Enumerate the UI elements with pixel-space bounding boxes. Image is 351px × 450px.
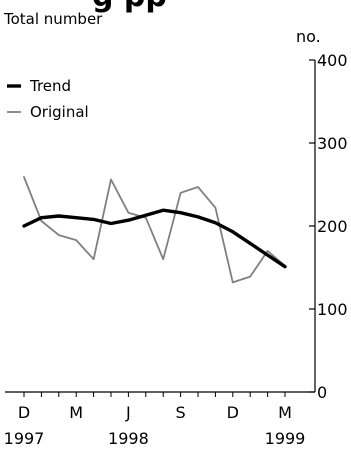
x-tick-label-year: 1998	[108, 429, 149, 448]
x-tick-label-month: J	[125, 403, 131, 422]
x-tick-label-month: D	[18, 403, 30, 422]
x-tick-label-month: M	[278, 403, 292, 422]
series-line-original	[23, 176, 286, 284]
legend-label-original: Original	[30, 103, 89, 121]
chart-title-clipped: g pp	[92, 0, 167, 14]
y-axis-unit: no.	[296, 27, 321, 46]
series-line-trend	[22, 208, 287, 269]
x-tick-label-month: D	[227, 403, 239, 422]
y-tick-label: 0	[317, 383, 327, 402]
y-tick-label: 400	[317, 51, 348, 70]
chart-axes: 0 100 200 300 400 D 1997 M J 1998 S D M 1999	[4, 51, 348, 448]
x-tick-label-year: 1997	[4, 429, 45, 448]
chart-subtitle: Total number	[3, 10, 103, 28]
legend-label-trend: Trend	[29, 77, 71, 95]
chart-legend: Trend Original	[7, 77, 89, 121]
x-tick-label-year: 1999	[265, 429, 306, 448]
y-tick-label: 200	[317, 217, 348, 236]
x-tick-label-month: S	[176, 403, 186, 422]
x-tick-label-month: M	[69, 403, 83, 422]
y-tick-label: 300	[317, 134, 348, 153]
chart-series	[22, 176, 287, 284]
y-tick-label: 100	[317, 300, 348, 319]
